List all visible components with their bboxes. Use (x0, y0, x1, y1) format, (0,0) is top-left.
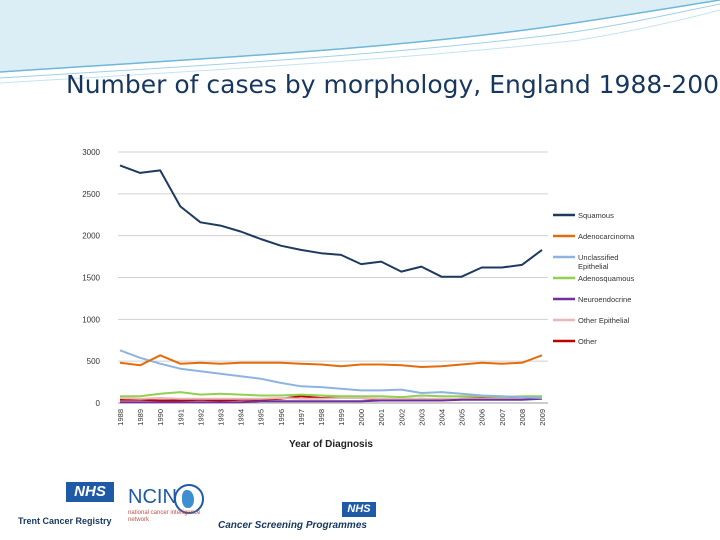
x-tick-label: 2006 (478, 409, 487, 426)
x-tick-label: 2007 (498, 409, 507, 426)
ncin-subtitle: national cancer intelligence network (128, 510, 201, 523)
legend-label: Other (578, 337, 597, 346)
x-tick-label: 2001 (377, 409, 386, 426)
ncin-logo-text: NCIN (128, 486, 177, 508)
x-tick-label: 1999 (337, 409, 346, 426)
x-tick-label: 1990 (156, 409, 165, 426)
x-tick-label: 2004 (438, 409, 447, 426)
y-tick-label: 1000 (82, 315, 100, 324)
x-tick-label: 1998 (317, 409, 326, 426)
ncin-globe-icon (174, 484, 204, 514)
nhs-logo-trent: NHS (66, 482, 114, 502)
nhs-logo-screening: NHS (342, 502, 376, 517)
series-line-adenosquamous (120, 391, 542, 399)
series-line-other-epithelial (119, 397, 543, 400)
series-line-neuroendocrine (120, 397, 543, 404)
x-axis-label: Year of Diagnosis (289, 439, 373, 450)
series-line-adenocarcinoma (119, 354, 543, 368)
cancer-screening-programmes-label: Cancer Screening Programmes (218, 520, 367, 531)
x-tick-label: 1995 (257, 409, 266, 426)
trent-cancer-registry-label: Trent Cancer Registry (18, 516, 112, 526)
slide-title: Number of cases by morphology, England 1… (66, 70, 720, 99)
x-tick-label: 1996 (277, 409, 286, 426)
y-tick-label: 2500 (82, 190, 100, 199)
line-chart: 0 500 1000 1500 2000 2500 3000 1988 1989 1990 1991… (82, 148, 635, 450)
x-tick-label: 1997 (297, 409, 306, 426)
x-tick-label: 1993 (216, 409, 225, 426)
y-tick-label: 3000 (82, 148, 100, 157)
x-tick-label: 1988 (116, 409, 125, 426)
decorative-waves (0, 0, 720, 84)
legend-label: Adenosquamous (578, 274, 635, 283)
legend-label: Unclassified (578, 253, 618, 262)
y-tick-label: 1500 (82, 274, 100, 283)
x-tick-label: 2009 (538, 409, 547, 426)
x-tick-label: 2005 (458, 409, 467, 426)
series-line-squamous (119, 164, 543, 278)
legend-label: Squamous (578, 211, 614, 220)
y-tick-label: 500 (87, 357, 101, 366)
x-tick-label: 2002 (397, 409, 406, 426)
y-tick-label: 0 (96, 399, 101, 408)
footer-logos: NHS Trent Cancer Registry NCIN national … (0, 470, 720, 540)
x-tick-label: 1989 (136, 409, 145, 426)
legend-label-cont: Epithelial (578, 262, 609, 271)
legend-label: Neuroendocrine (578, 295, 631, 304)
x-tick-label: 1994 (237, 409, 246, 426)
legend-label: Adenocarcinoma (578, 232, 635, 241)
x-tick-label: 2000 (357, 409, 366, 426)
legend-label: Other Epithelial (578, 316, 630, 325)
series-line-unclassified-epithelial (119, 349, 543, 399)
x-tick-label: 2008 (518, 409, 527, 426)
x-tick-label: 1992 (196, 409, 205, 426)
y-tick-label: 2000 (82, 232, 100, 241)
x-tick-label: 1991 (176, 409, 185, 426)
x-tick-label: 2003 (417, 409, 426, 426)
